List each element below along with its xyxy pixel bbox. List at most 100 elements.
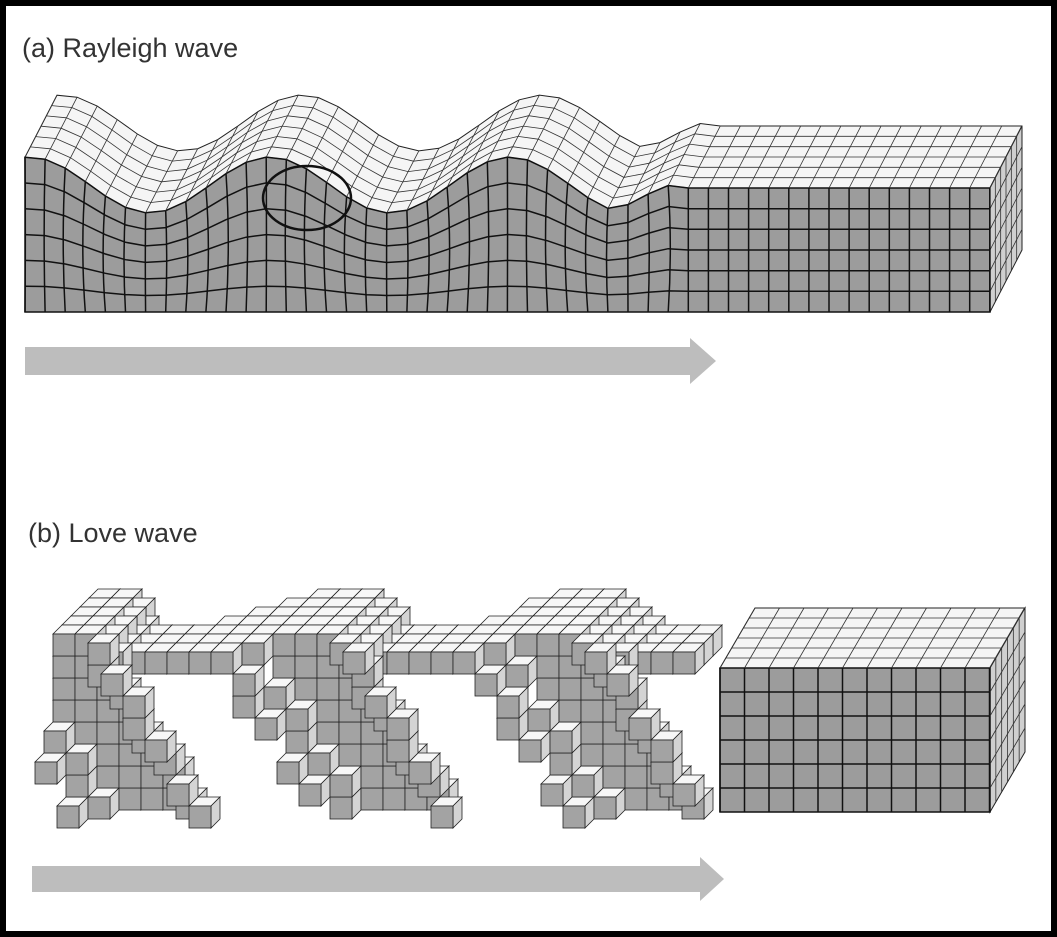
grid-line	[909, 125, 942, 189]
cube-front	[118, 765, 142, 789]
cube-front	[338, 743, 362, 767]
cube-front	[593, 796, 617, 820]
grid-line	[547, 107, 580, 170]
grid-line	[446, 124, 480, 188]
grid-line	[989, 187, 1023, 251]
cube-front	[52, 699, 76, 723]
cube-front	[672, 783, 696, 807]
cube-front	[562, 805, 586, 829]
cube-front	[285, 708, 309, 732]
cube-front	[386, 651, 410, 675]
direction-arrow	[25, 338, 716, 384]
cube-front	[624, 787, 648, 811]
cube-front	[232, 695, 256, 719]
cube-front	[166, 651, 190, 675]
grid-line	[748, 125, 781, 189]
cube-front	[571, 774, 595, 798]
grid-line	[102, 195, 107, 313]
grid-line	[303, 168, 308, 313]
cube-front	[452, 651, 476, 675]
cube-front	[144, 651, 168, 675]
grid-line	[647, 194, 650, 313]
cube-front	[43, 730, 67, 754]
grid-line	[989, 727, 1026, 789]
cube-front	[474, 673, 498, 697]
grid-line	[848, 125, 882, 189]
cube-front	[74, 699, 98, 723]
grid-line	[989, 146, 1023, 209]
cube-front	[56, 805, 80, 829]
grid-line	[667, 185, 672, 313]
grid-line	[808, 125, 842, 189]
cube-front	[329, 774, 353, 798]
grid-line	[446, 187, 451, 313]
cube-front	[540, 783, 564, 807]
cube-front	[549, 730, 573, 754]
grid-line	[245, 100, 279, 163]
grid-line	[486, 161, 490, 313]
grid-line	[544, 169, 549, 313]
panel-a-label: (a) Rayleigh wave	[22, 33, 238, 63]
cube-front	[65, 752, 89, 776]
grid-line	[62, 168, 66, 313]
cube-front	[518, 739, 542, 763]
cube-front	[496, 695, 520, 719]
cube-front	[496, 717, 520, 741]
cube-front	[580, 721, 604, 745]
cube-front	[558, 677, 582, 701]
grid-line	[366, 145, 400, 209]
grid-line	[426, 200, 430, 313]
cube-front	[272, 633, 296, 657]
cube-front	[316, 677, 340, 701]
grid-line	[343, 196, 348, 313]
grid-line	[125, 145, 158, 208]
cube-front	[294, 677, 318, 701]
grid-line	[165, 148, 199, 211]
grid-line	[768, 125, 802, 189]
grid-line	[587, 135, 621, 198]
cube-front	[87, 642, 111, 666]
cube-front	[52, 633, 76, 657]
cube-front	[342, 651, 366, 675]
grid-line	[868, 125, 902, 189]
cube-front	[329, 796, 353, 820]
cube-front	[232, 673, 256, 697]
grid-line	[205, 125, 239, 189]
grid-line	[989, 229, 1023, 292]
cube-front	[558, 699, 582, 723]
cube-front	[96, 721, 120, 745]
cube-front	[298, 783, 322, 807]
grid-line	[466, 110, 500, 173]
grid-line	[969, 125, 1003, 189]
cube-front	[602, 743, 626, 767]
grid-line	[507, 94, 540, 158]
cube-front	[483, 642, 507, 666]
particle-orbit	[261, 164, 353, 232]
cube-front	[166, 783, 190, 807]
cube-front	[188, 651, 212, 675]
cube-front	[144, 739, 168, 763]
grid-line	[466, 172, 471, 313]
grid-line	[728, 125, 761, 189]
cube-front	[276, 761, 300, 785]
grid-line	[567, 121, 601, 184]
cube-front	[118, 787, 142, 811]
grid-line	[584, 197, 589, 313]
grid-line	[164, 210, 168, 313]
grid-line	[647, 131, 681, 195]
grid-line	[929, 125, 962, 189]
grid-line	[486, 99, 520, 162]
cube-front	[430, 805, 454, 829]
grid-line	[245, 162, 249, 313]
grid-line	[364, 207, 368, 313]
grid-line	[43, 159, 46, 313]
cube-front	[505, 664, 529, 688]
cube-front	[96, 765, 120, 789]
cube-front	[140, 787, 164, 811]
cube-front	[307, 752, 331, 776]
cube-front	[34, 761, 58, 785]
grid-line	[64, 105, 98, 169]
cube-front	[527, 708, 551, 732]
cube-front	[624, 765, 648, 789]
cube-front	[210, 651, 234, 675]
